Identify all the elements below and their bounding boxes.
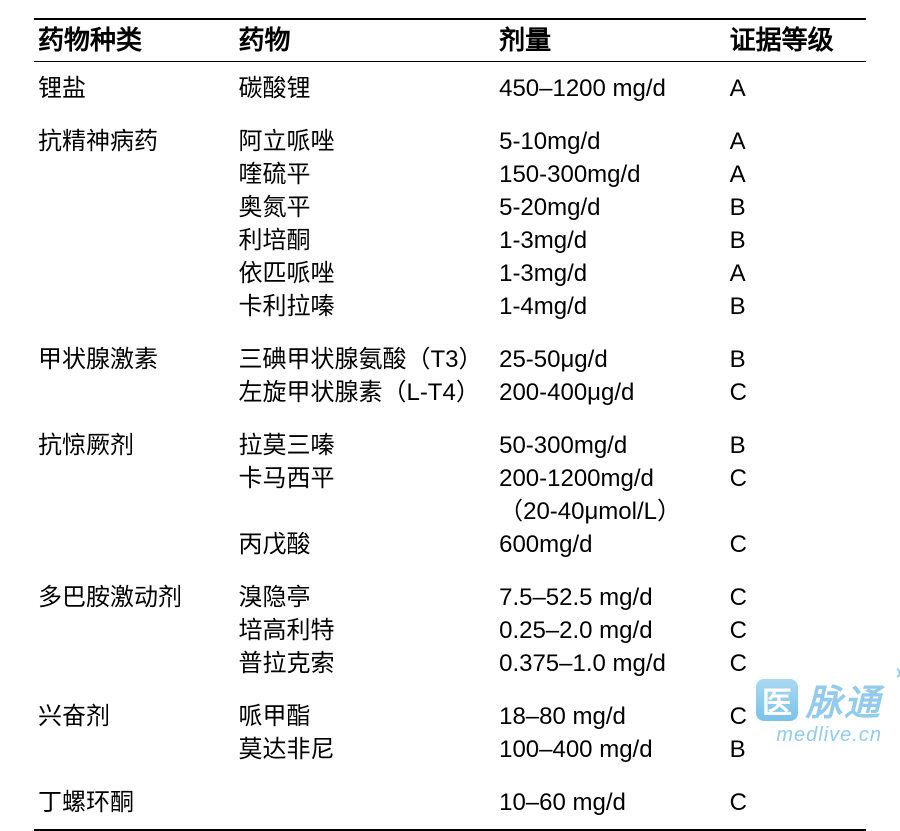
cell-evidence: B: [726, 419, 866, 462]
cell-dose: 50-300mg/d: [495, 419, 726, 462]
cell-drug: 阿立哌唑: [234, 115, 495, 158]
cell-drug: 丙戊酸: [234, 528, 495, 571]
wifi-icon: ◝: [886, 663, 900, 685]
cell-drug: 喹硫平: [234, 158, 495, 191]
cell-drug: 利培酮: [234, 224, 495, 257]
cell-category: 多巴胺激动剂: [34, 571, 234, 614]
col-drug: 药物: [234, 19, 495, 62]
cell-dose: 1-3mg/d: [495, 257, 726, 290]
cell-evidence: B: [726, 333, 866, 376]
cell-drug: [234, 776, 495, 830]
cell-category: 丁螺环酮: [34, 776, 234, 830]
cell-drug: 三碘甲状腺氨酸（T3）: [234, 333, 495, 376]
table-row: 抗精神病药阿立哌唑5-10mg/dA: [34, 115, 866, 158]
col-dose: 剂量: [495, 19, 726, 62]
cell-evidence: C: [726, 376, 866, 419]
table-row: 利培酮1-3mg/dB: [34, 224, 866, 257]
cell-dose: 10–60 mg/d: [495, 776, 726, 830]
cell-dose: 7.5–52.5 mg/d: [495, 571, 726, 614]
cell-dose: 1-4mg/d: [495, 290, 726, 333]
cell-evidence: B: [726, 290, 866, 333]
cell-evidence: C: [726, 690, 866, 733]
cell-drug: 普拉克索: [234, 647, 495, 690]
cell-evidence: A: [726, 158, 866, 191]
cell-dose: 150-300mg/d: [495, 158, 726, 191]
table-row: 卡利拉嗪1-4mg/dB: [34, 290, 866, 333]
cell-evidence: C: [726, 776, 866, 830]
cell-dose-note: （20-40μmol/L）: [499, 495, 722, 528]
table-row: 甲状腺激素三碘甲状腺氨酸（T3）25-50μg/dB: [34, 333, 866, 376]
cell-drug: 卡马西平: [234, 462, 495, 528]
cell-dose: 0.25–2.0 mg/d: [495, 614, 726, 647]
drug-table: 药物种类 药物 剂量 证据等级 锂盐碳酸锂450–1200 mg/dA抗精神病药…: [34, 18, 866, 831]
cell-category: [34, 376, 234, 419]
cell-drug: 奥氮平: [234, 191, 495, 224]
table-row: 丁螺环酮 10–60 mg/dC: [34, 776, 866, 830]
cell-dose: 450–1200 mg/d: [495, 62, 726, 116]
cell-evidence: C: [726, 647, 866, 690]
cell-category: [34, 224, 234, 257]
cell-evidence: C: [726, 571, 866, 614]
cell-dose: 25-50μg/d: [495, 333, 726, 376]
cell-evidence: A: [726, 115, 866, 158]
cell-category: [34, 614, 234, 647]
cell-category: 抗精神病药: [34, 115, 234, 158]
cell-dose: 200-1200mg/d（20-40μmol/L）: [495, 462, 726, 528]
cell-evidence: A: [726, 257, 866, 290]
cell-category: [34, 158, 234, 191]
cell-evidence: B: [726, 224, 866, 257]
col-category: 药物种类: [34, 19, 234, 62]
table-row: 兴奋剂哌甲酯18–80 mg/dC: [34, 690, 866, 733]
cell-category: [34, 733, 234, 776]
table-row: 培高利特0.25–2.0 mg/dC: [34, 614, 866, 647]
cell-category: [34, 528, 234, 571]
table-row: 丙戊酸600mg/dC: [34, 528, 866, 571]
cell-evidence: C: [726, 614, 866, 647]
table-row: 抗惊厥剂拉莫三嗪50-300mg/dB: [34, 419, 866, 462]
cell-category: [34, 191, 234, 224]
cell-category: 兴奋剂: [34, 690, 234, 733]
cell-dose: 100–400 mg/d: [495, 733, 726, 776]
table-row: 卡马西平200-1200mg/d（20-40μmol/L）C: [34, 462, 866, 528]
table-row: 左旋甲状腺素（L-T4）200-400μg/dC: [34, 376, 866, 419]
table-row: 依匹哌唑1-3mg/dA: [34, 257, 866, 290]
cell-drug: 碳酸锂: [234, 62, 495, 116]
cell-drug: 哌甲酯: [234, 690, 495, 733]
cell-evidence: B: [726, 191, 866, 224]
cell-category: [34, 647, 234, 690]
cell-dose: 200-400μg/d: [495, 376, 726, 419]
cell-dose: 5-20mg/d: [495, 191, 726, 224]
cell-dose: 18–80 mg/d: [495, 690, 726, 733]
table-row: 莫达非尼100–400 mg/dB: [34, 733, 866, 776]
cell-category: 甲状腺激素: [34, 333, 234, 376]
table-row: 多巴胺激动剂溴隐亭7.5–52.5 mg/dC: [34, 571, 866, 614]
cell-category: [34, 462, 234, 528]
cell-dose: 5-10mg/d: [495, 115, 726, 158]
table-row: 喹硫平150-300mg/dA: [34, 158, 866, 191]
table-header-row: 药物种类 药物 剂量 证据等级: [34, 19, 866, 62]
cell-category: [34, 290, 234, 333]
table-row: 锂盐碳酸锂450–1200 mg/dA: [34, 62, 866, 116]
col-evidence: 证据等级: [726, 19, 866, 62]
cell-drug: 培高利特: [234, 614, 495, 647]
cell-category: 抗惊厥剂: [34, 419, 234, 462]
cell-category: 锂盐: [34, 62, 234, 116]
table-row: 普拉克索0.375–1.0 mg/dC: [34, 647, 866, 690]
cell-dose: 0.375–1.0 mg/d: [495, 647, 726, 690]
cell-drug: 拉莫三嗪: [234, 419, 495, 462]
cell-drug: 溴隐亭: [234, 571, 495, 614]
cell-evidence: C: [726, 528, 866, 571]
cell-drug: 莫达非尼: [234, 733, 495, 776]
cell-evidence: C: [726, 462, 866, 528]
cell-evidence: B: [726, 733, 866, 776]
cell-drug: 依匹哌唑: [234, 257, 495, 290]
cell-dose: 1-3mg/d: [495, 224, 726, 257]
cell-drug: 左旋甲状腺素（L-T4）: [234, 376, 495, 419]
table-row: 奥氮平5-20mg/dB: [34, 191, 866, 224]
cell-drug: 卡利拉嗪: [234, 290, 495, 333]
cell-dose: 600mg/d: [495, 528, 726, 571]
cell-evidence: A: [726, 62, 866, 116]
cell-category: [34, 257, 234, 290]
